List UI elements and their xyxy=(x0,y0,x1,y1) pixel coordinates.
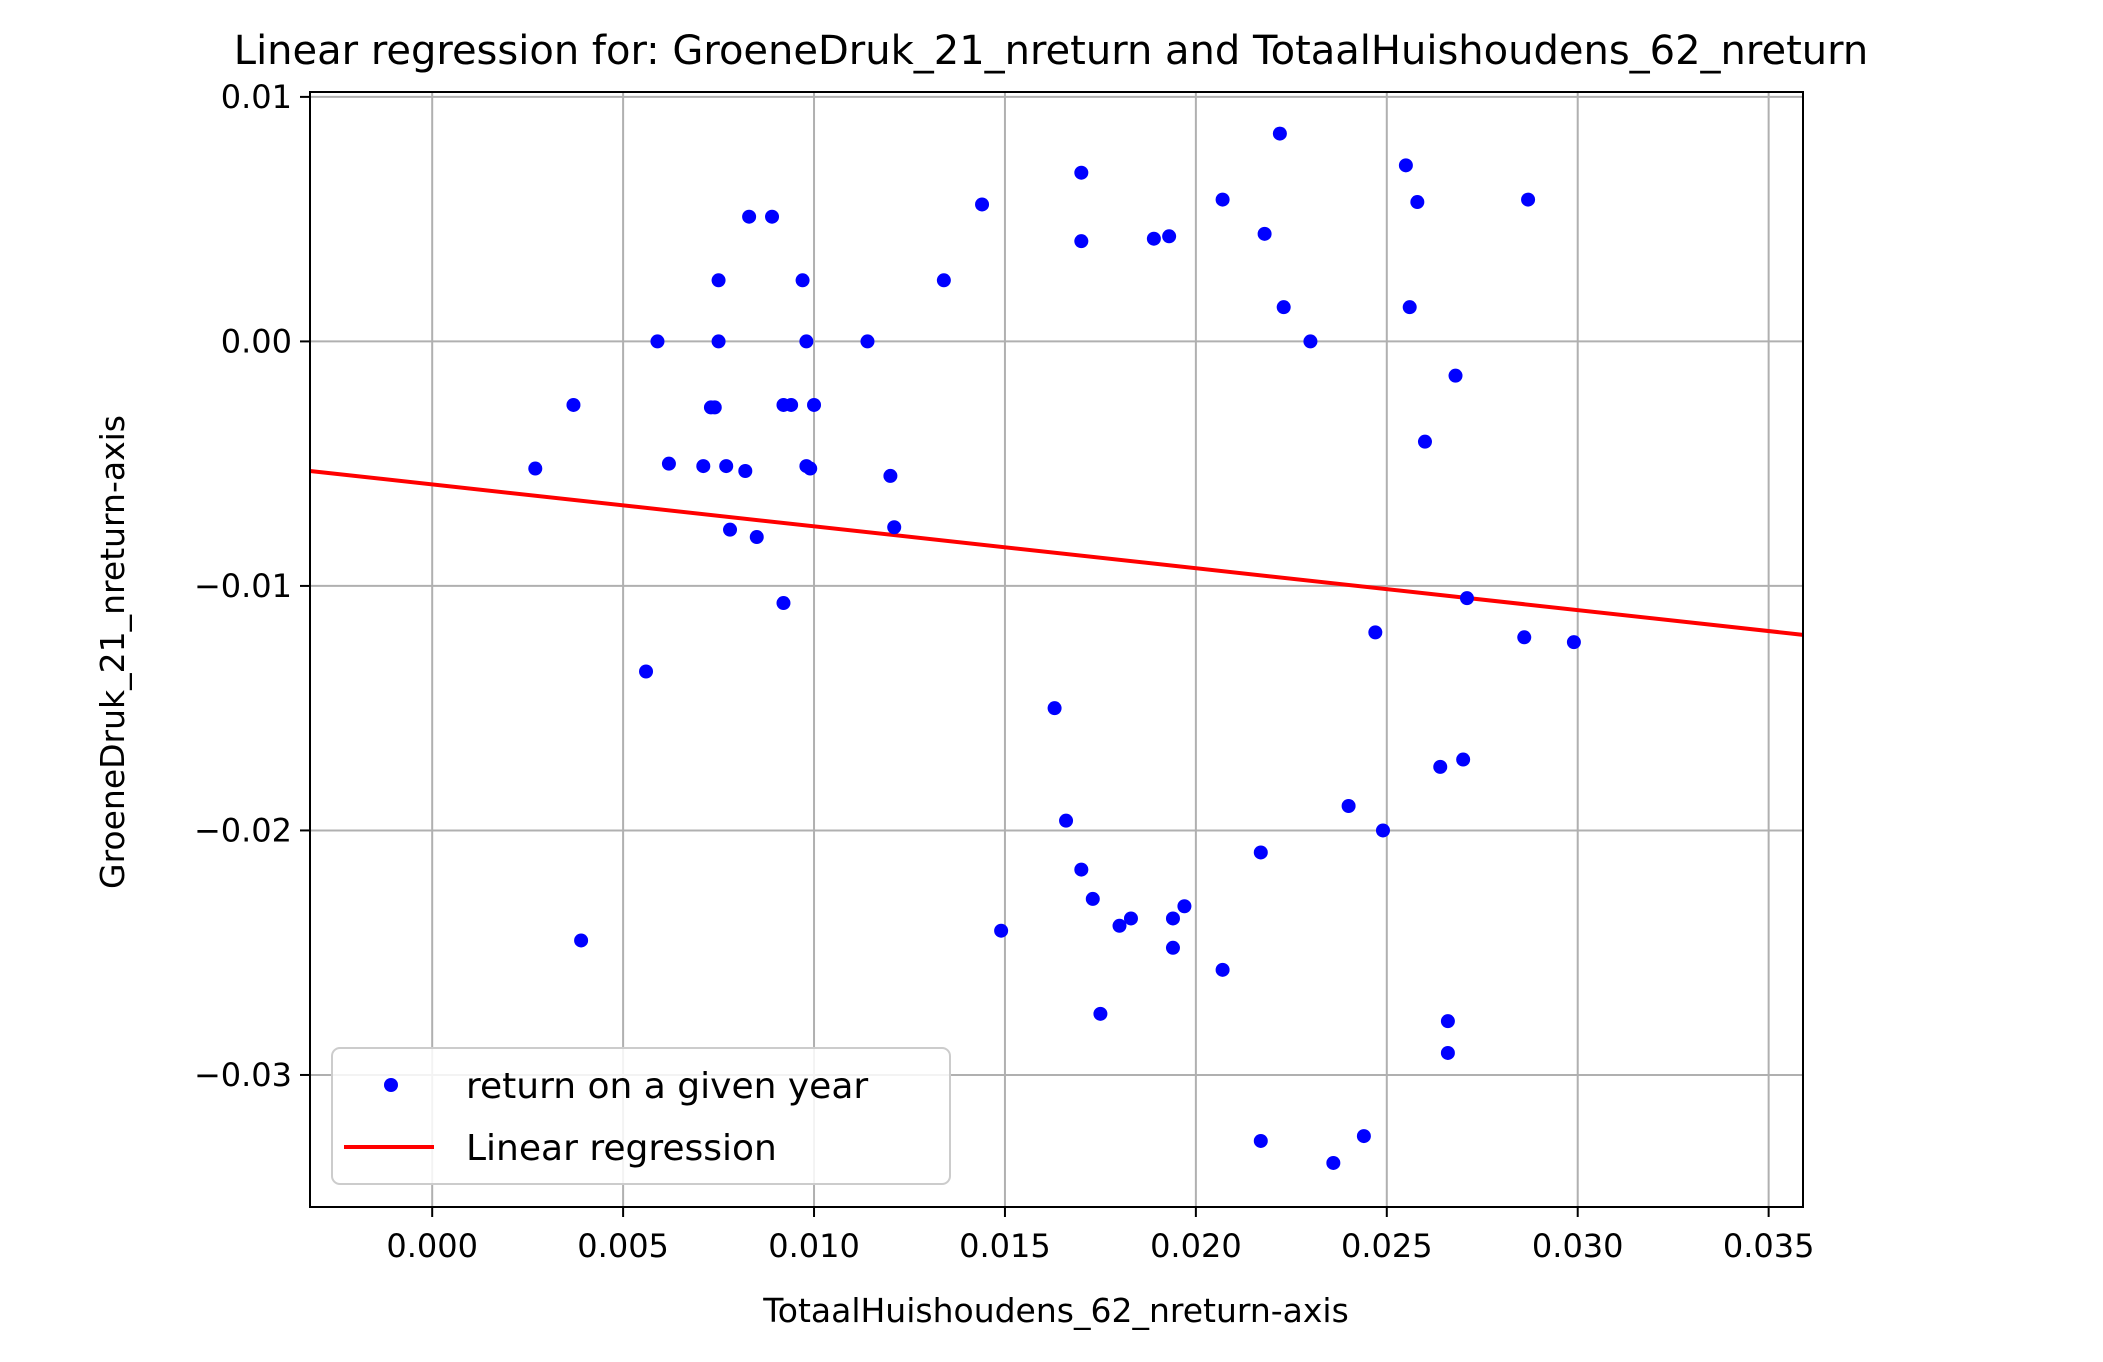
scatter-point xyxy=(1521,192,1536,207)
scatter-point xyxy=(784,397,799,412)
grid xyxy=(310,92,1803,1207)
scatter-point xyxy=(661,456,676,471)
scatter-point xyxy=(1165,911,1180,926)
legend: return on a given year Linear regression xyxy=(331,1047,951,1185)
scatter-point xyxy=(723,522,738,537)
scatter-point xyxy=(1517,630,1532,645)
plot-frame xyxy=(309,91,1804,1208)
scatter-point xyxy=(795,273,810,288)
x-axis-label: TotaalHuishoudens_62_nreturn-axis xyxy=(762,1291,1349,1330)
scatter-point xyxy=(1162,229,1177,244)
scatter-point xyxy=(975,197,990,212)
scatter-point xyxy=(696,459,711,474)
scatter-point xyxy=(807,397,822,412)
scatter-point xyxy=(1417,434,1432,449)
scatter-point xyxy=(738,464,753,479)
scatter-point xyxy=(1303,334,1318,349)
scatter-point xyxy=(936,273,951,288)
scatter-point xyxy=(1410,195,1425,210)
scatter-point xyxy=(1433,759,1448,774)
scatter-point xyxy=(1566,635,1581,650)
x-tick-label: 0.015 xyxy=(959,1227,1051,1265)
scatter-point xyxy=(1165,940,1180,955)
x-tick-label: 0.025 xyxy=(1341,1227,1433,1265)
scatter-point xyxy=(1253,1133,1268,1148)
scatter-point xyxy=(1375,823,1390,838)
scatter-point xyxy=(1368,625,1383,640)
scatter-point xyxy=(803,461,818,476)
scatter-point xyxy=(528,461,543,476)
scatter-point xyxy=(994,923,1009,938)
scatter-point xyxy=(566,397,581,412)
scatter-point xyxy=(1215,192,1230,207)
regression-line xyxy=(309,469,1804,637)
x-tick-label: 0.020 xyxy=(1150,1227,1242,1265)
scatter-points xyxy=(528,126,1581,1170)
scatter-point xyxy=(1440,1045,1455,1060)
scatter-point xyxy=(707,400,722,415)
scatter-point xyxy=(860,334,875,349)
scatter-point xyxy=(765,209,780,224)
scatter-point xyxy=(719,459,734,474)
scatter-point xyxy=(883,468,898,483)
scatter-point xyxy=(1112,918,1127,933)
scatter-point xyxy=(1074,234,1089,249)
x-tick-label: 0.030 xyxy=(1532,1227,1624,1265)
scatter-point xyxy=(1093,1006,1108,1021)
scatter-point xyxy=(1272,126,1287,141)
y-axis-label: GroeneDruk_21_nreturn-axis xyxy=(93,415,132,889)
scatter-point xyxy=(1276,300,1291,315)
scatter-point xyxy=(1047,701,1062,716)
scatter-point xyxy=(711,334,726,349)
legend-label-line: Linear regression xyxy=(466,1128,777,1169)
scatter-point xyxy=(1074,862,1089,877)
scatter-point xyxy=(1341,798,1356,813)
scatter-point xyxy=(650,334,665,349)
scatter-point xyxy=(1448,368,1463,383)
scatter-point xyxy=(776,596,791,611)
chart-title: Linear regression for: GroeneDruk_21_nre… xyxy=(234,28,1868,74)
x-tick-label: 0.035 xyxy=(1723,1227,1815,1265)
x-tick-label: 0.005 xyxy=(577,1227,669,1265)
scatter-point xyxy=(711,273,726,288)
scatter-point xyxy=(749,530,764,545)
scatter-point xyxy=(1398,158,1413,173)
y-tick-label: 0.00 xyxy=(221,322,292,360)
legend-box xyxy=(331,1047,951,1185)
legend-label-scatter: return on a given year xyxy=(466,1066,868,1107)
scatter-point xyxy=(1123,911,1138,926)
scatter-point xyxy=(1146,231,1161,246)
scatter-point xyxy=(1059,813,1074,828)
scatter-point xyxy=(799,334,814,349)
scatter-point xyxy=(1326,1155,1341,1170)
y-tick-label: −0.03 xyxy=(194,1056,292,1094)
y-tick-label: 0.01 xyxy=(221,78,292,116)
scatter-point xyxy=(639,664,654,679)
scatter-point xyxy=(1456,752,1471,767)
x-axis-ticks: 0.000 0.005 0.010 0.015 0.020 0.025 0.030 0.035 xyxy=(386,1207,1814,1265)
y-axis-ticks: 0.01 0.00 −0.01 −0.02 −0.03 xyxy=(194,78,310,1094)
scatter-point xyxy=(1177,899,1192,914)
scatter-point xyxy=(1074,165,1089,180)
scatter-point xyxy=(1440,1014,1455,1029)
x-tick-label: 0.010 xyxy=(768,1227,860,1265)
scatter-point xyxy=(1257,226,1272,241)
scatter-point xyxy=(887,520,902,535)
legend-scatter-marker xyxy=(384,1078,398,1092)
scatter-point xyxy=(742,209,757,224)
x-tick-label: 0.000 xyxy=(386,1227,478,1265)
scatter-point xyxy=(1085,891,1100,906)
scatter-point xyxy=(1402,300,1417,315)
scatter-point xyxy=(1215,962,1230,977)
scatter-point xyxy=(1459,591,1474,606)
scatter-point xyxy=(574,933,589,948)
scatter-point xyxy=(1253,845,1268,860)
y-tick-label: −0.02 xyxy=(194,811,292,849)
scatter-point xyxy=(1356,1129,1371,1144)
regression-line-layer xyxy=(309,469,1804,637)
y-tick-label: −0.01 xyxy=(194,567,292,605)
